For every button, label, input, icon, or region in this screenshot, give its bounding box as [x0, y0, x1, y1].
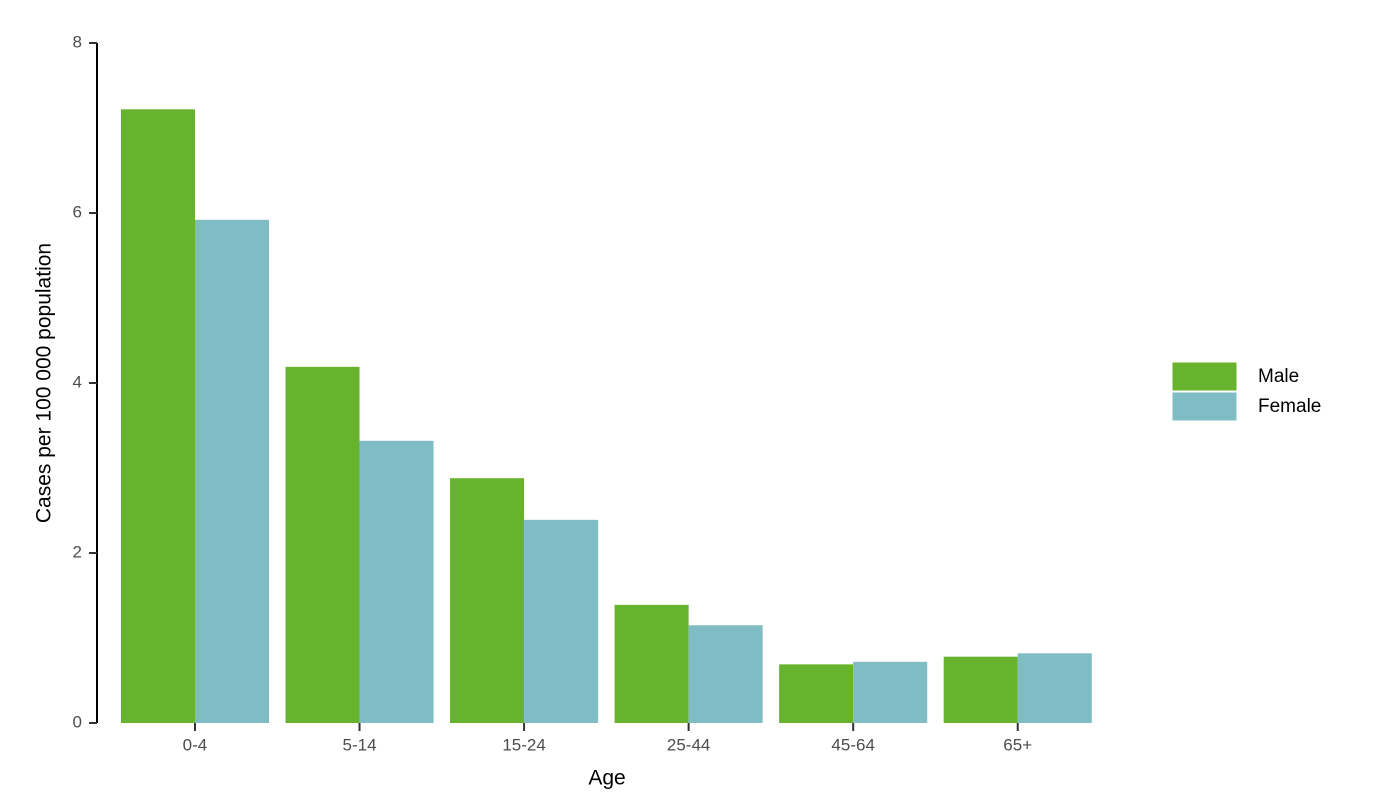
y-tick-label: 8 — [73, 32, 82, 51]
bar — [943, 656, 1018, 723]
legend-label: Male — [1258, 366, 1299, 387]
y-tick-label: 4 — [73, 372, 82, 391]
bar — [359, 440, 434, 723]
bar — [194, 219, 270, 724]
legend-swatch — [1171, 391, 1238, 422]
legend-label: Female — [1258, 396, 1321, 417]
bar — [688, 625, 763, 723]
bar — [853, 661, 928, 723]
x-tick-label: 5-14 — [343, 735, 377, 754]
x-tick-label: 65+ — [1003, 735, 1032, 754]
x-tick-label: 45-64 — [831, 735, 874, 754]
legend-swatch — [1171, 361, 1238, 392]
bar — [779, 664, 854, 723]
x-axis-title: Age — [588, 767, 625, 790]
bar — [614, 604, 689, 723]
bar — [120, 109, 195, 724]
y-tick-label: 2 — [73, 542, 82, 561]
bar — [450, 478, 525, 723]
bar — [285, 366, 360, 723]
x-tick-label: 0-4 — [183, 735, 208, 754]
x-tick-label: 25-44 — [667, 735, 710, 754]
x-tick-label: 15-24 — [502, 735, 545, 754]
y-axis-title: Cases per 100 000 population — [33, 243, 56, 523]
y-tick-label: 6 — [73, 202, 82, 221]
bar — [524, 519, 599, 723]
bar — [1017, 653, 1092, 723]
y-tick-label: 0 — [73, 712, 82, 731]
